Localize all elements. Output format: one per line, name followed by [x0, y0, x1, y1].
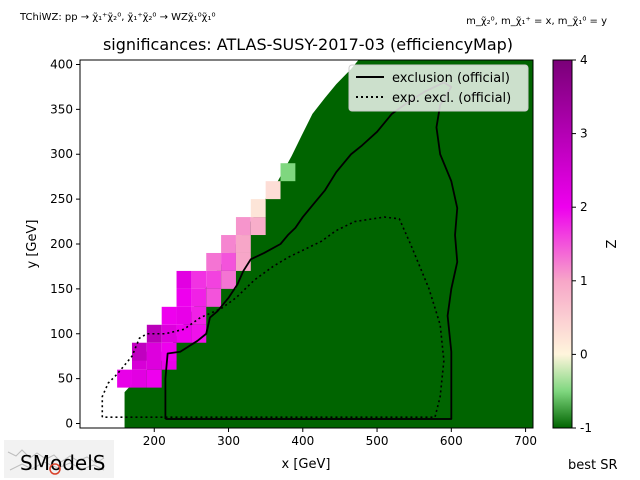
- colorbar: -1 0 1 2 3 4 Z: [552, 53, 620, 435]
- exclusion-line-official: [164, 81, 459, 420]
- heatmap-cell: [161, 342, 177, 361]
- heatmap-cell: [176, 306, 192, 325]
- heatmap-cell: [206, 288, 222, 307]
- heatmap-cell: [250, 199, 266, 218]
- x-tick-label: 300: [217, 434, 240, 448]
- heatmap-cell: [221, 235, 236, 253]
- heatmap-cell: [131, 369, 147, 388]
- x-tick-label: 700: [514, 434, 537, 448]
- legend: exclusion (official) exp. excl. (officia…: [348, 64, 529, 112]
- heatmap-cell: [176, 324, 192, 343]
- heatmap-cell: [250, 217, 266, 236]
- heatmap-cell: [146, 342, 162, 361]
- heatmap-cell: [221, 270, 236, 289]
- excluded-region: [124, 60, 533, 428]
- logo-network-lines: [7, 449, 105, 464]
- best-sr-label: best SR: [568, 458, 618, 473]
- y-tick-label: 250: [50, 192, 73, 206]
- colorbar-tick-label: 1: [580, 274, 588, 288]
- x-tick-label: 200: [143, 434, 166, 448]
- process-label: TChiWZ: pp → χ̃₁⁺χ̃₂⁰, χ̃₁⁺χ̃₂⁰ → WZχ̃₁⁰…: [19, 11, 215, 23]
- y-tick-label: 50: [58, 372, 73, 386]
- y-tick-label: 400: [50, 57, 73, 71]
- heatmap-cell: [117, 369, 132, 388]
- colorbar-gradient: [552, 59, 573, 429]
- heatmap-cell: [191, 270, 207, 289]
- heatmap-layer: [117, 60, 533, 428]
- heatmap-cell: [206, 270, 222, 289]
- legend-entry-expected: exp. excl. (official): [392, 91, 511, 106]
- x-axis-label: x [GeV]: [282, 457, 331, 472]
- heatmap-cell: [235, 235, 251, 253]
- legend-entry-exclusion: exclusion (official): [392, 71, 510, 86]
- chart-title: significances: ATLAS-SUSY-2017-03 (effic…: [103, 35, 513, 54]
- y-tick-label: 200: [50, 237, 73, 251]
- colorbar-tick-label: 3: [580, 127, 588, 141]
- plot-area: [101, 60, 533, 428]
- heatmap-cell: [161, 306, 177, 325]
- heatmap-cell: [265, 181, 281, 200]
- y-axis-label: y [GeV]: [25, 220, 40, 269]
- colorbar-tick-label: 4: [580, 53, 588, 67]
- legend-box: [348, 64, 529, 112]
- heatmap-cell: [176, 270, 192, 289]
- x-tick-label: 500: [366, 434, 389, 448]
- logo-red-ring: [49, 463, 61, 475]
- logo-text: SModelS: [20, 451, 105, 475]
- y-tick-label: 300: [50, 147, 73, 161]
- heatmap-cell: [191, 306, 207, 325]
- colorbar-tick-label: -1: [580, 421, 592, 435]
- x-tick-label: 600: [440, 434, 463, 448]
- heatmap-cell: [280, 163, 296, 182]
- colorbar-tick-label: 2: [580, 200, 588, 214]
- heatmap-cell: [221, 252, 236, 271]
- expected-exclusion-line: [101, 216, 445, 419]
- y-tick-label: 350: [50, 102, 73, 116]
- colorbar-tick-label: 0: [580, 347, 588, 361]
- y-tick-label: 0: [65, 417, 73, 431]
- exclusion-lines-layer: [101, 81, 459, 420]
- x-tick-label: 400: [291, 434, 314, 448]
- heatmap-cell: [191, 324, 207, 343]
- x-axis: 200 300 400 500 600 700: [143, 428, 537, 448]
- heatmap-cell: [191, 288, 207, 307]
- mass-label: m_χ̃₂⁰, m_χ̃₁⁺ = x, m_χ̃₁⁰ = y: [466, 15, 607, 27]
- y-axis: 0 50 100 150 200 250 300 350 400: [50, 57, 80, 431]
- colorbar-label: Z: [605, 239, 620, 248]
- colorbar-ticks: -1 0 1 2 3 4: [572, 53, 592, 435]
- logo-network-lines-lower: [9, 461, 105, 471]
- heatmap-cell: [161, 324, 177, 343]
- heatmap-cell: [146, 369, 162, 388]
- y-tick-label: 150: [50, 282, 73, 296]
- smodels-logo: SModelS: [4, 440, 114, 478]
- heatmap-cell: [176, 288, 192, 307]
- y-tick-label: 100: [50, 327, 73, 341]
- heatmap-cell: [235, 217, 251, 236]
- heatmap-cell: [206, 252, 222, 271]
